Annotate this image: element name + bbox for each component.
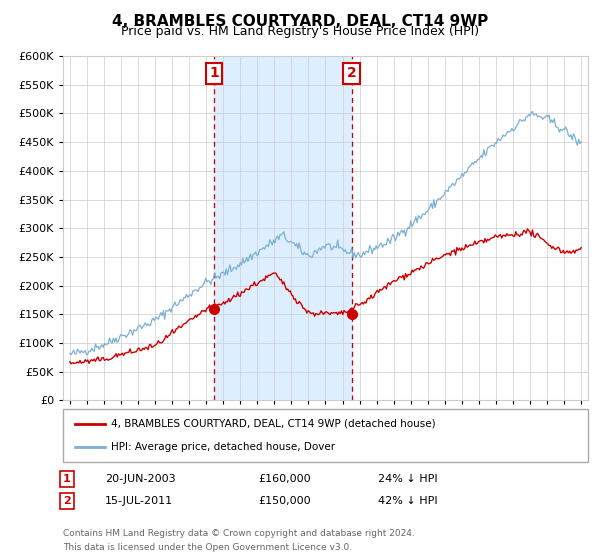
Text: This data is licensed under the Open Government Licence v3.0.: This data is licensed under the Open Gov… (63, 543, 352, 552)
Text: 4, BRAMBLES COURTYARD, DEAL, CT14 9WP (detached house): 4, BRAMBLES COURTYARD, DEAL, CT14 9WP (d… (111, 419, 436, 429)
Text: 2: 2 (347, 66, 356, 80)
Text: HPI: Average price, detached house, Dover: HPI: Average price, detached house, Dove… (111, 442, 335, 452)
Text: 42% ↓ HPI: 42% ↓ HPI (378, 496, 437, 506)
Text: 1: 1 (209, 66, 219, 80)
Text: Contains HM Land Registry data © Crown copyright and database right 2024.: Contains HM Land Registry data © Crown c… (63, 529, 415, 538)
Text: Price paid vs. HM Land Registry's House Price Index (HPI): Price paid vs. HM Land Registry's House … (121, 25, 479, 38)
Text: £160,000: £160,000 (258, 474, 311, 484)
Bar (214, 56, 352, 400)
Text: 4, BRAMBLES COURTYARD, DEAL, CT14 9WP: 4, BRAMBLES COURTYARD, DEAL, CT14 9WP (112, 14, 488, 29)
Text: 20-JUN-2003: 20-JUN-2003 (105, 474, 176, 484)
Text: £150,000: £150,000 (258, 496, 311, 506)
Text: 2: 2 (63, 496, 71, 506)
Text: 24% ↓ HPI: 24% ↓ HPI (378, 474, 437, 484)
Text: 1: 1 (63, 474, 71, 484)
Text: 15-JUL-2011: 15-JUL-2011 (105, 496, 173, 506)
